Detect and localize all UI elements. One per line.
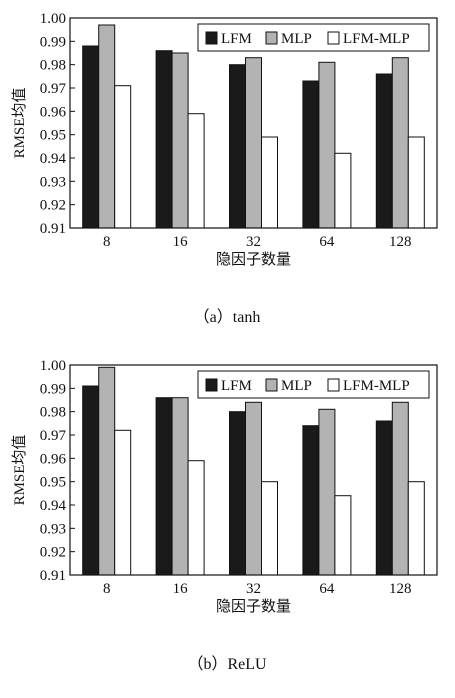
legend-label-lfm-mlp: LFM-MLP — [343, 31, 410, 47]
bar-lfm-mlp-32 — [261, 136, 278, 229]
y-tick-label: 1.00 — [40, 11, 66, 27]
bar-mlp-64 — [318, 61, 336, 229]
x-axis-label: 隐因子数量 — [216, 598, 291, 615]
y-tick-label: 0.98 — [40, 405, 66, 421]
legend-box — [197, 23, 430, 52]
bar-lfm-128 — [375, 73, 393, 229]
legend-label-mlp: MLP — [281, 31, 312, 47]
legend-label-mlp: MLP — [281, 378, 312, 394]
bar-lfm-mlp-8 — [114, 429, 132, 576]
y-tick-label: 0.93 — [40, 174, 66, 190]
bar-lfm-32 — [229, 64, 246, 229]
legend: LFM MLP LFM-MLP — [197, 370, 430, 399]
legend-swatch-mlp — [265, 31, 278, 45]
bar-chart-tanh: 8 16 32 64 128 0.91 0.92 0.93 0.94 0.95 0.96 0.97 0.… — [11, 11, 438, 326]
bar-chart-relu: 8 16 32 64 128 0.91 0.92 0.93 0.94 0.95 0.96 0.97 0.… — [11, 358, 438, 673]
y-tick-label: 0.99 — [40, 381, 66, 397]
bar-lfm-64 — [302, 425, 320, 576]
bar-lfm-mlp-64 — [334, 495, 352, 576]
bar-lfm-128 — [375, 420, 393, 576]
y-tick-label: 0.94 — [40, 498, 67, 514]
legend-label-lfm: LFM — [221, 378, 252, 394]
legend-label-lfm: LFM — [221, 31, 252, 47]
y-tick-label: 0.91 — [40, 221, 66, 237]
x-tick-label-128: 128 — [389, 581, 412, 597]
y-tick-label: 0.99 — [40, 34, 66, 50]
y-tick-label: 0.96 — [40, 451, 67, 467]
x-tick-label-8: 8 — [103, 581, 111, 597]
y-tick-label: 0.91 — [40, 568, 66, 584]
x-tick-label-128: 128 — [389, 234, 412, 250]
bar-lfm-16 — [155, 397, 173, 576]
legend: LFM MLP LFM-MLP — [197, 23, 430, 52]
bar-mlp-16 — [171, 397, 189, 576]
bar-lfm-mlp-16 — [187, 460, 205, 576]
bar-lfm-mlp-8 — [114, 85, 132, 229]
x-axis-label: 隐因子数量 — [216, 251, 291, 268]
x-tick-label-16: 16 — [173, 581, 189, 597]
y-tick-label: 0.92 — [40, 545, 66, 561]
y-tick-label: 0.97 — [40, 428, 67, 444]
bar-lfm-16 — [155, 50, 173, 229]
bar-mlp-16 — [171, 52, 189, 229]
x-tick-label-16: 16 — [173, 234, 189, 250]
y-tick-label: 0.94 — [40, 151, 67, 167]
legend-swatch-lfm — [205, 31, 218, 45]
plot-frame — [69, 17, 438, 229]
x-tick-label-64: 64 — [319, 581, 335, 597]
y-tick-label: 0.97 — [40, 81, 67, 97]
chart-caption: （b）ReLU — [187, 655, 267, 673]
bar-lfm-mlp-32 — [261, 481, 278, 576]
x-tick-label-8: 8 — [103, 234, 111, 250]
plot-frame — [69, 364, 438, 576]
bar-lfm-mlp-64 — [334, 152, 352, 229]
bar-lfm-64 — [302, 80, 320, 229]
bar-mlp-64 — [318, 408, 336, 576]
bar-mlp-32 — [245, 57, 262, 229]
y-tick-label: 0.95 — [40, 128, 66, 144]
y-tick-label: 0.93 — [40, 521, 66, 537]
y-tick-label: 1.00 — [40, 358, 66, 374]
chart-panel-tanh: 8 16 32 64 128 0.91 0.92 0.93 0.94 0.95 0.96 0.97 0.… — [0, 0, 455, 347]
bar-lfm-mlp-128 — [407, 481, 425, 576]
y-axis-label: RMSE均值 — [11, 88, 28, 159]
bar-mlp-8 — [98, 366, 116, 576]
chart-caption: （a）tanh — [194, 308, 261, 326]
x-tick-label-64: 64 — [319, 234, 335, 250]
x-tick-label-32: 32 — [246, 234, 261, 250]
bar-mlp-8 — [98, 24, 116, 229]
bar-mlp-32 — [245, 401, 262, 576]
x-tick-label-32: 32 — [246, 581, 261, 597]
bar-lfm-32 — [229, 411, 246, 576]
bar-lfm-8 — [82, 385, 100, 576]
legend-swatch-lfm — [205, 378, 218, 392]
bar-lfm-8 — [82, 45, 100, 229]
legend-label-lfm-mlp: LFM-MLP — [343, 378, 410, 394]
y-tick-label: 0.98 — [40, 58, 66, 74]
chart-panel-relu: 8 16 32 64 128 0.91 0.92 0.93 0.94 0.95 0.96 0.97 0.… — [0, 347, 455, 694]
legend-swatch-lfm-mlp — [327, 31, 340, 45]
y-tick-label: 0.95 — [40, 475, 66, 491]
y-axis-label: RMSE均值 — [11, 435, 28, 506]
y-tick-label: 0.96 — [40, 104, 67, 120]
bar-lfm-mlp-16 — [187, 113, 205, 229]
legend-box — [197, 370, 430, 399]
bar-mlp-128 — [391, 401, 409, 576]
bar-mlp-128 — [391, 57, 409, 229]
legend-swatch-mlp — [265, 378, 278, 392]
legend-swatch-lfm-mlp — [327, 378, 340, 392]
y-tick-label: 0.92 — [40, 198, 66, 214]
bar-lfm-mlp-128 — [407, 136, 425, 229]
